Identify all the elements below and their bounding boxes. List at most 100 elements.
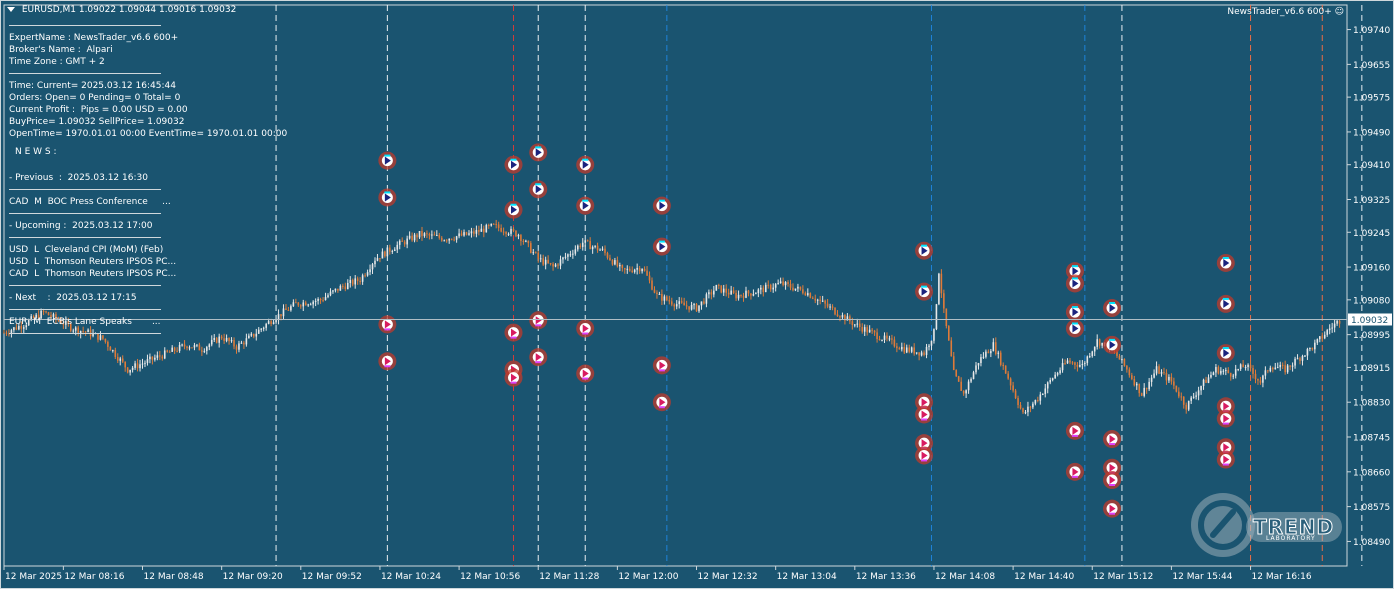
candle-body [814,298,817,301]
candle-body [678,301,681,305]
candle-body [159,355,161,357]
news-marker-icon [1103,430,1122,449]
candle-body [35,314,37,318]
candle-body [1257,379,1259,381]
candle-body [1304,355,1306,357]
candle-body [329,291,332,296]
candle-body [112,350,114,352]
marker-arrow-icon [1223,258,1230,267]
candle-body [210,339,213,345]
y-tick-label: 1.09740 [1353,26,1390,36]
candle-body [65,320,67,325]
divider [9,73,161,74]
candle-body [807,293,809,296]
candle-body [161,356,164,359]
candle-body [762,287,765,293]
candle-body [431,234,433,236]
x-tick-label: 12 Mar 15:44 [1172,572,1232,582]
candle-body [584,240,587,243]
candle-body [1323,334,1326,339]
candle-body [980,357,982,364]
marker-arrow-icon [510,373,517,382]
candle-body [638,267,641,272]
candle-body [905,347,908,353]
candle-body [181,344,183,346]
candle-body [797,286,799,289]
candle-body [386,247,389,257]
candle-body [952,356,955,371]
candle-body [136,363,139,369]
candle-body [727,292,730,295]
candle-body [149,356,151,360]
candle-body [626,268,629,270]
candle-body [569,254,572,256]
previous-news-time: - Previous : 2025.03.12 16:30 [9,173,148,183]
collapse-triangle-icon[interactable] [7,7,15,12]
candle-body [1187,400,1190,410]
candle-body [1014,390,1017,399]
candle-body [668,300,671,302]
candle-body [1071,362,1074,364]
candle-body [856,323,859,325]
candle-body [915,352,918,354]
candle-body [987,351,990,354]
candle-body [1276,367,1279,369]
news-heading: N E W S : [15,147,57,157]
candle-body [191,347,193,349]
candle-body [1002,364,1005,366]
candle-body [938,273,940,305]
candle-body [411,235,413,241]
news-marker-icon [378,352,397,371]
candle-body [604,248,606,253]
marker-arrow-icon [659,242,666,251]
candle-body [688,306,690,310]
candle-body [581,242,584,247]
candle-body [1168,376,1170,381]
marker-arrow-icon [535,148,542,157]
candle-body [1091,351,1094,357]
candle-body [1116,350,1118,356]
candle-body [492,223,495,225]
candle-body [957,376,960,382]
marker-arrow-icon [510,160,517,169]
x-tick-label: 12 Mar 12:32 [698,572,758,582]
candle-body [750,293,752,296]
marker-arrow-icon [921,246,928,255]
candle-body [559,259,562,266]
candle-body [960,381,962,391]
marker-arrow-icon [1109,463,1116,472]
candle-body [651,280,653,290]
marker-arrow-icon [659,201,666,210]
candle-body [658,293,661,295]
candle-body [1069,360,1071,363]
candle-body [448,238,450,241]
orders-summary: Orders: Open= 0 Pending= 0 Total= 0 [9,93,181,103]
candle-body [292,302,295,307]
candle-body [487,225,490,227]
candle-body [1286,365,1289,373]
candle-body [1242,364,1244,368]
candle-body [416,234,418,238]
marker-arrow-icon [582,201,589,210]
candle-body [1252,368,1254,374]
candle-body [868,329,871,333]
candle-body [1004,365,1007,374]
candle-body [1192,396,1195,398]
news-marker-icon [576,196,595,215]
candle-body [440,237,443,241]
candle-body [67,320,70,324]
candle-body [342,285,344,287]
candle-body [272,322,275,324]
candle-body [163,350,166,359]
candle-body [1318,336,1321,340]
candle-body [186,346,188,348]
candle-body [631,270,634,273]
x-tick-label: 12 Mar 12:00 [618,572,678,582]
candle-body [389,247,391,252]
candle-body [886,335,888,339]
candle-body [1232,375,1235,377]
candle-body [406,238,408,245]
candle-body [1237,368,1239,370]
